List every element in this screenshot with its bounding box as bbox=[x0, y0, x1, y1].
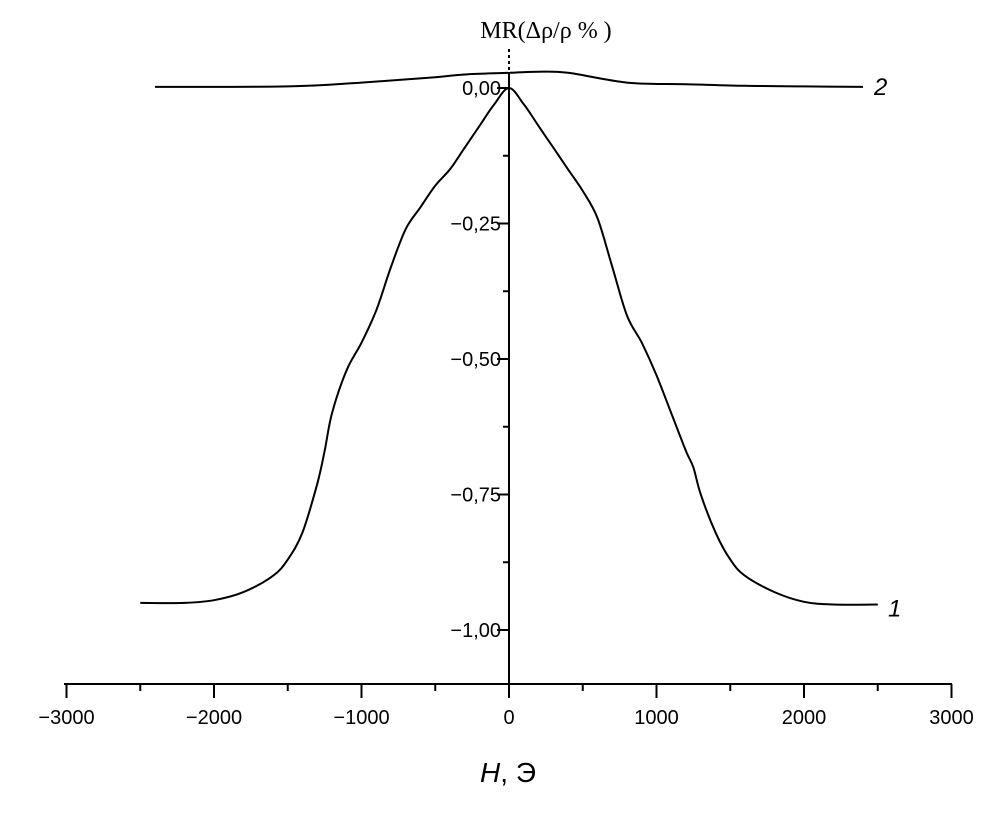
x-tick-label: 2000 bbox=[782, 707, 827, 729]
x-tick-label: −1000 bbox=[333, 707, 389, 729]
y-tick-label: −0,75 bbox=[450, 485, 501, 507]
x-tick-label: 1000 bbox=[634, 707, 679, 729]
series-line-2 bbox=[154, 70, 864, 88]
y-tick-label: 0,00 bbox=[462, 78, 501, 100]
x-ticks-group: −3000 −2000 −1000 0 1000 2000 3000 bbox=[38, 684, 974, 729]
x-tick-label: 0 bbox=[503, 707, 514, 729]
curve-label-1: 1 bbox=[888, 596, 901, 623]
y-ticks-group: 0,00 −0,25 −0,50 −0,75 −1,00 bbox=[450, 78, 509, 642]
curve-label-2: 2 bbox=[873, 74, 887, 101]
x-axis-label-unit: , Э bbox=[500, 757, 536, 788]
x-axis-label-symbol: H bbox=[480, 757, 501, 788]
y-axis-label: MR(Δρ/ρ % ) bbox=[480, 18, 611, 44]
x-tick-label: 3000 bbox=[929, 707, 974, 729]
y-tick-label: −1,00 bbox=[450, 620, 501, 642]
x-tick-label: −2000 bbox=[186, 707, 242, 729]
x-axis-label: H, Э bbox=[480, 757, 536, 788]
y-tick-label: −0,50 bbox=[450, 349, 501, 371]
x-tick-label: −3000 bbox=[38, 707, 94, 729]
y-tick-label: −0,25 bbox=[450, 214, 501, 236]
